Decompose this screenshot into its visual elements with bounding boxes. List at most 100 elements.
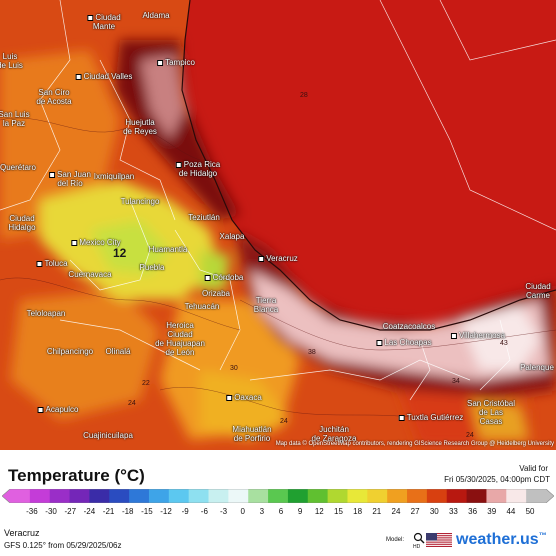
color-scale-swatch [89,489,110,503]
color-scale-tick-label: 6 [278,507,284,516]
color-scale-swatch [526,489,547,503]
city-label: Coatzacoalcos [382,322,436,331]
city-label: San Luis la Paz [0,110,30,128]
temperature-value: 24 [280,418,288,425]
city-label: Cuernavaca [68,270,112,279]
temperature-map: Ciudad Mante Aldama Luis de Luis Tampico… [0,0,556,450]
city-label: Heroica Ciudad de Huajuapan de León [155,321,205,357]
color-scale-swatch [10,489,31,503]
city-label: Tampico [157,58,195,67]
color-scale-tick-label: 18 [353,507,363,516]
city-label: Huamantla [148,245,188,254]
city-label: Miahuatlán de Porfirio [232,425,272,443]
city-label: Huejutla de Reyes [123,118,157,136]
color-scale-swatch [466,489,487,503]
color-scale-swatch [69,489,90,503]
city-label: Querétaro [0,163,37,172]
city-label: Orizaba [201,289,231,298]
city-label: Cuajinicuilapa [83,431,133,440]
color-scale-swatch [129,489,150,503]
color-scale-tick-label: -27 [64,507,77,516]
city-label: Tulancingo [120,197,160,206]
city-label: San Juan del Río [49,170,91,188]
color-scale-swatch [347,489,368,503]
city-label: San Ciro de Acosta [36,88,72,106]
color-scale-swatch [506,489,527,503]
color-scale-tick-label: -3 [219,507,228,516]
color-scale-swatch [268,489,289,503]
color-scale-tick-label: -21 [102,507,115,516]
color-scale-tick-label: 9 [297,507,303,516]
map-attribution[interactable]: Map data © OpenStreetMap contributors, r… [275,441,554,447]
color-scale-bar [2,489,554,503]
weather-us-logo[interactable]: weather.us™ [456,531,547,548]
color-scale-tick-label: -18 [121,507,134,516]
city-label: Oaxaca [226,393,262,402]
color-scale-arrow-right [546,489,554,503]
valid-time: Valid for Fri 05/30/2025, 04:00pm CDT [444,463,550,485]
city-label: Córdoba [204,273,243,282]
city-label: Puebla [139,263,165,272]
color-scale-tick-label: -30 [45,507,57,516]
color-scale-swatch [367,489,388,503]
city-label: Villahermosa [450,331,505,340]
city-label: Ciudad Mante [87,13,121,31]
city-label: Acapulco [37,405,78,414]
color-scale-swatch [307,489,329,503]
state-borders [0,0,556,401]
color-scale-tick-label: 36 [468,507,478,516]
city-label: Luis de Luis [0,52,23,70]
color-scale-swatch [168,489,190,503]
color-scale-tick-label: 12 [314,507,324,516]
color-scale-tick-label: 33 [448,507,458,516]
city-label: Ciudad Hidalgo [8,214,36,232]
color-scale-swatch [327,489,348,503]
valid-datetime: Fri 05/30/2025, 04:00pm CDT [444,475,550,484]
city-label: Poza Rica de Hidalgo [175,160,220,178]
city-label: Tehuacán [184,302,220,311]
city-label: Olinalá [105,347,131,356]
color-scale-swatch [208,489,229,503]
city-label: Veracruz [258,254,298,263]
map-canvas [0,0,556,450]
city-label: Ixmiquilpan [93,172,135,181]
region-name: Veracruz [4,528,40,538]
temperature-value: 24 [128,400,136,407]
color-scale-swatch [426,489,448,503]
color-scale-arrow-left [2,489,10,503]
color-scale-tick-label: 15 [334,507,343,516]
temperature-value: 24 [466,432,474,439]
color-scale-tick-label: 44 [506,507,516,516]
city-label: Tierra Blanca [253,296,279,314]
temperature-value: 28 [300,92,308,99]
color-scale-tick-label: -12 [160,507,172,516]
legend-footer [0,450,556,556]
color-scale-swatch [228,489,249,503]
city-label: Toluca [36,259,68,268]
color-scale-swatch [148,489,170,503]
color-scale-tick-label: -9 [181,507,189,516]
color-scale-swatch [188,489,210,503]
city-label: Teziutlán [188,213,220,222]
color-scale-tick-label: 50 [525,507,535,516]
color-scale-tick-label: 21 [372,507,382,516]
color-scale-tick-label: -36 [26,507,38,516]
temperature-value: 30 [230,365,238,372]
city-label: Mexico City [71,238,121,247]
color-scale-tick-label: 30 [429,507,439,516]
color-scale-tick-label: 0 [240,507,245,516]
color-scale-ticks: -36 -30 -27 -24 -21 -18 -15 -12 -9 -6 -3 0 3 6 9 12 15 18… [0,507,556,519]
legend-title: Temperature (°C) [8,466,145,485]
city-label: Chilpancingo [46,347,94,356]
color-scale-swatch [446,489,468,503]
color-scale-tick-label: 39 [487,507,497,516]
city-label: Ciudad Valles [75,72,132,81]
valid-label: Valid for [519,464,548,473]
temperature-value: 38 [308,349,316,356]
city-label: Juchitán de Zaragoza [311,425,357,443]
color-scale-swatch [248,489,269,503]
temperature-value: 43 [500,340,508,347]
temperature-value: 12 [113,246,127,260]
color-scale-tick-label: -15 [141,507,153,516]
color-scale-tick-label: -24 [83,507,96,516]
